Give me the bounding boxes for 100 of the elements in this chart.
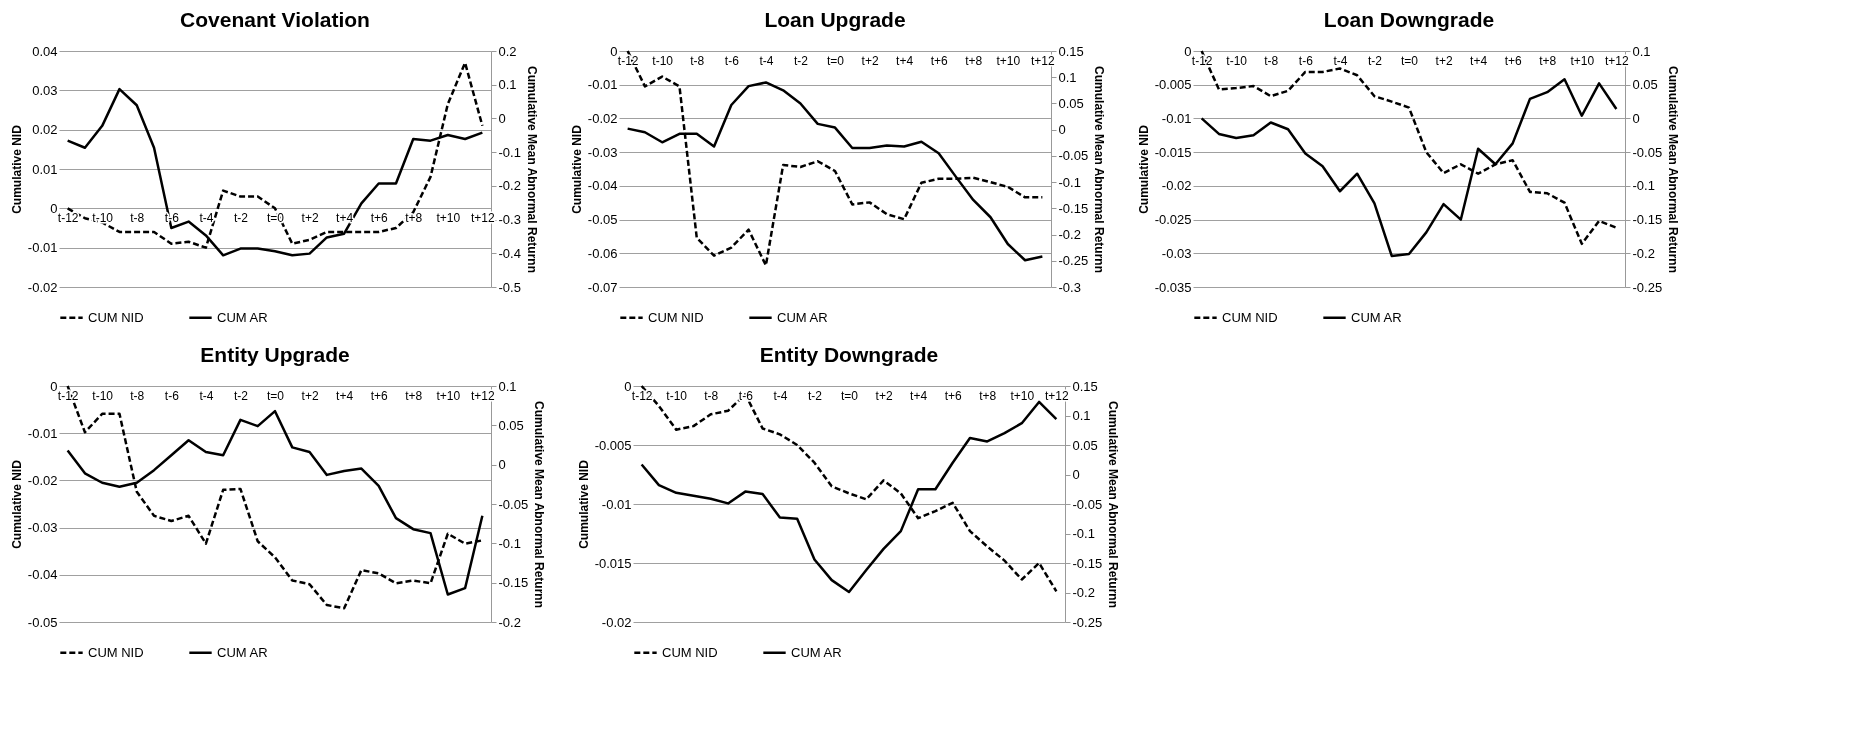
x-tick-label: t+6 [944,388,963,403]
x-tick-label: t+4 [896,53,914,68]
y2-tick-label: -0.2 [1632,245,1655,261]
y2-axis-title: Cumulative Mean Abnormal Returnn [1092,66,1107,273]
y2-tick-label: 0 [1632,110,1640,126]
x-tick-label: t-2 [793,53,809,68]
y2-tick-label: -0.15 [498,575,529,591]
y2-tick-label: -0.25 [1632,279,1663,295]
legend-label: CUM AR [791,644,842,660]
y2-tick-label: 0.05 [1072,437,1098,453]
x-tick-label: t-6 [1298,53,1314,68]
y-tick-label: -0.02 [601,614,632,630]
y2-tick-label: 0.05 [1632,77,1658,93]
x-tick-label: t+6 [370,388,389,403]
x-tick-label: t-6 [724,53,740,68]
y-tick-label: -0.02 [1161,178,1192,194]
y-tick-label: -0.06 [587,245,618,261]
x-tick-label: t-10 [666,388,688,403]
y2-axis-title: Cumulative Mean Abnormal Returnn [532,401,547,608]
legend-label: CUM AR [777,309,828,325]
x-tick-label: t-10 [92,388,114,403]
y2-tick-label: 0.05 [1058,95,1084,111]
x-tick-label: t+2 [301,210,319,225]
x-tick-label: t-2 [1367,53,1383,68]
y-tick-label: -0.02 [27,279,58,295]
legend-label: CUM NID [1222,309,1278,325]
x-tick-label: t+4 [336,210,354,225]
x-tick-label: t+8 [405,388,423,403]
chart-title: Loan Downgrade [1323,8,1495,31]
legend-label: CUM NID [648,309,704,325]
y2-tick-label: -0.1 [1632,178,1655,194]
y-tick-label: -0.05 [587,212,618,228]
y2-tick-label: 0 [498,457,506,473]
x-tick-label: t-4 [199,210,214,225]
y-tick-label: -0.01 [1161,110,1192,126]
y-tick-label: 0 [624,378,632,394]
y2-tick-label: 0 [1072,467,1080,482]
y-tick-label: -0.05 [27,614,58,630]
y-tick-label: -0.03 [587,144,618,160]
x-tick-label: t+4 [336,388,354,403]
y2-tick-label: -0.2 [498,178,521,194]
y-tick-label: 0 [610,43,618,59]
x-tick-label: t+10 [996,53,1021,68]
x-tick-label: t+10 [1010,388,1035,403]
x-tick-label: t-8 [704,388,719,403]
y-tick-label: -0.015 [1154,144,1192,160]
x-tick-label: t-8 [690,53,705,68]
legend-label: CUM AR [217,644,268,660]
x-tick-label: t-2 [233,388,249,403]
y2-tick-label: 0.15 [1058,43,1084,59]
chart-title: Entity Downgrade [759,343,939,366]
y2-tick-label: -0.3 [1058,279,1081,295]
y2-tick-label: -0.1 [498,535,521,551]
x-tick-label: t+12 [1031,53,1056,68]
x-tick-label: t-6 [164,388,180,403]
y-tick-label: -0.015 [594,555,632,571]
x-tick-label: t-12 [631,388,653,403]
x-tick-label: t+2 [875,388,893,403]
y2-tick-label: -0.15 [1072,555,1103,571]
y-tick-label: 0.01 [32,161,58,177]
y2-tick-label: 0.1 [498,378,517,394]
y-tick-label: -0.035 [1154,279,1192,295]
y2-tick-label: -0.3 [498,212,521,228]
legend-label: CUM AR [217,309,268,325]
y-tick-label: 0 [1184,43,1192,59]
y2-tick-label: -0.2 [1058,227,1081,243]
y2-tick-label: -0.1 [1072,526,1095,541]
y-tick-label: 0.03 [32,82,58,98]
x-tick-label: t+8 [1539,53,1557,68]
x-tick-label: t-8 [1264,53,1279,68]
x-tick-label: t-12 [57,388,79,403]
y-tick-label: -0.01 [601,496,632,512]
y-tick-label: 0 [50,200,58,216]
y2-axis-title: Cumulative Mean Abnormal Returnn [1106,401,1121,608]
x-tick-label: t-8 [130,210,145,225]
y2-tick-label: -0.2 [1072,585,1095,600]
y2-tick-label: 0.1 [1632,43,1651,59]
legend-label: CUM NID [88,309,144,325]
y2-axis-title: Cumulative Mean Abnormal Returnn [1666,66,1681,273]
x-tick-label: t+12 [1605,53,1630,68]
x-tick-label: t=0 [1400,53,1419,68]
x-tick-label: t-10 [652,53,674,68]
x-tick-label: t-8 [130,388,145,403]
y2-tick-label: 0.05 [498,417,524,433]
x-tick-label: t-2 [233,210,249,225]
x-tick-label: t+8 [405,210,423,225]
y2-tick-label: -0.1 [1058,174,1081,190]
x-tick-label: t+8 [979,388,997,403]
y-tick-label: 0.04 [32,43,58,59]
y2-tick-label: -0.2 [498,614,521,630]
x-tick-label: t+6 [930,53,949,68]
y-tick-label: -0.07 [587,279,618,295]
x-tick-label: t-4 [759,53,774,68]
y-tick-label: 0.02 [32,122,58,138]
chart-title: Covenant Violation [180,8,370,31]
x-tick-label: t-10 [92,210,114,225]
legend-label: CUM AR [1351,309,1402,325]
y2-axis-title: Cumulative Mean Abnormal Returnn [524,66,539,273]
x-tick-label: t-10 [1226,53,1248,68]
x-tick-label: t+8 [965,53,983,68]
